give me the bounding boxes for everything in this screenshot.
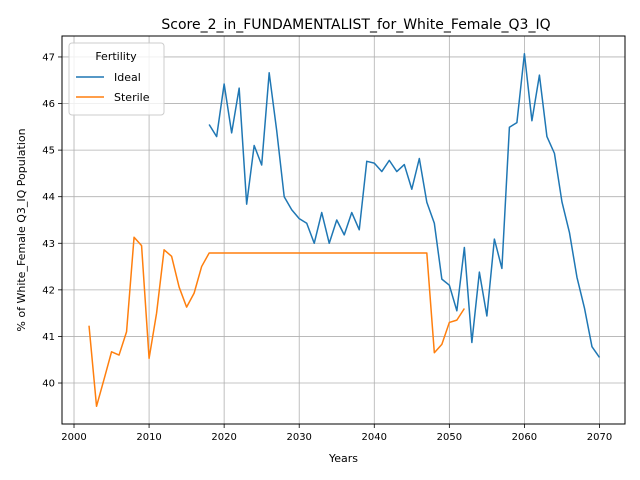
legend: Fertility Ideal Sterile xyxy=(68,42,165,116)
series-line-ideal xyxy=(208,52,601,358)
y-tick-label: 40 xyxy=(42,379,55,390)
legend-title: Fertility xyxy=(95,50,137,63)
axis-ticks: 2000 2010 2020 2030 2040 2050 2060 2070 40 41 42 43… xyxy=(42,52,612,443)
legend-label-ideal: Ideal xyxy=(114,71,141,84)
y-tick-label: 41 xyxy=(42,332,55,343)
x-tick-label: 2030 xyxy=(286,432,311,443)
x-tick-label: 2000 xyxy=(61,432,86,443)
x-axis-label: Years xyxy=(328,452,358,465)
y-tick-label: 45 xyxy=(42,146,55,157)
y-tick-label: 43 xyxy=(42,239,55,250)
grid xyxy=(62,36,625,424)
x-tick-label: 2040 xyxy=(362,432,387,443)
chart-title: Score_2_in_FUNDAMENTALIST_for_White_Fema… xyxy=(161,17,550,33)
x-tick-label: 2010 xyxy=(136,432,161,443)
x-tick-label: 2020 xyxy=(211,432,236,443)
x-tick-label: 2060 xyxy=(512,432,537,443)
plot-frame xyxy=(61,35,626,425)
y-tick-label: 44 xyxy=(42,192,55,203)
y-tick-label: 46 xyxy=(42,99,55,110)
y-tick-label: 47 xyxy=(42,52,55,63)
y-axis-label: % of White_Female Q3_IQ Population xyxy=(15,128,28,331)
x-tick-label: 2050 xyxy=(437,432,462,443)
y-tick-label: 42 xyxy=(42,285,55,296)
legend-label-sterile: Sterile xyxy=(114,91,150,104)
x-tick-label: 2070 xyxy=(587,432,612,443)
series-layer xyxy=(88,52,601,408)
series-line-sterile xyxy=(88,236,465,408)
